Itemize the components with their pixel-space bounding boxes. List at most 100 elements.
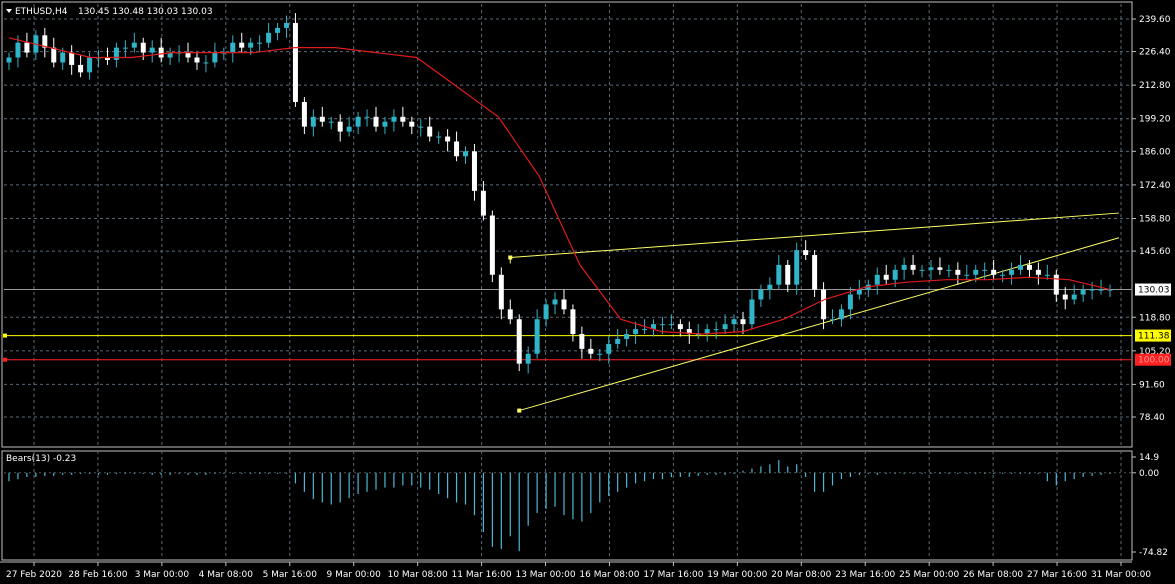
candle-body (695, 334, 701, 336)
time-axis[interactable]: 27 Feb 2020 28 Feb 16:00 3 Mar 00:00 4 Mar … (0, 561, 1151, 580)
candle-body (740, 319, 746, 325)
moving-average-line (8, 37, 1111, 335)
y-tick-label: 78.40 (1139, 413, 1165, 423)
candle-body (588, 348, 594, 354)
candle-body (668, 324, 674, 326)
candle-body (391, 116, 397, 122)
ohlc-readout: 130.45 130.48 130.03 130.03 (78, 7, 213, 17)
candle-body (1080, 289, 1086, 295)
indicator-frame (1, 450, 1133, 561)
candle-body (1071, 294, 1077, 300)
x-tick-label: 23 Mar 16:00 (835, 570, 895, 580)
candle-body (561, 299, 567, 310)
candle-body (1017, 264, 1023, 270)
x-tick-label: 5 Mar 16:00 (263, 570, 318, 580)
x-tick-label: 16 Mar 08:00 (579, 570, 639, 580)
candle-body (319, 116, 325, 122)
candle-body (355, 116, 361, 127)
candle-body (373, 116, 379, 127)
candle-body (570, 309, 576, 335)
candle-body (937, 267, 943, 270)
ind-tick-label: 14.9 (1139, 453, 1159, 463)
candle-body (283, 22, 289, 28)
candle-body (847, 294, 853, 310)
y-tick-label: 199.20 (1139, 115, 1171, 125)
y-tick-label: 105.20 (1139, 347, 1171, 357)
candle-body (158, 47, 164, 58)
level-tag: 100.00 (1138, 356, 1170, 366)
price-axis[interactable]: 239.60 226.40 212.80 199.20 186.00 172.40 158.… (1132, 15, 1171, 558)
candle-body (973, 269, 979, 275)
candle-body (1035, 269, 1041, 275)
bears-histogram (4, 460, 1132, 552)
candle-body (60, 52, 66, 63)
level-handle[interactable] (3, 357, 7, 362)
candle-body (445, 136, 451, 142)
y-tick-label: 158.80 (1139, 214, 1171, 224)
x-tick-label: 19 Mar 00:00 (707, 570, 767, 580)
candle-body (498, 274, 504, 310)
candle-body (838, 309, 844, 320)
y-tick-label: 118.80 (1139, 313, 1171, 323)
symbol-dropdown-icon[interactable] (6, 9, 12, 13)
candles (6, 13, 1113, 374)
candle-body (704, 329, 710, 335)
candle-body (883, 274, 889, 280)
symbol-label: ETHUSD,H4 (15, 7, 68, 17)
candle-body (982, 269, 988, 271)
candle-body (785, 264, 791, 285)
trendline-handle[interactable] (517, 408, 522, 413)
candle-body (78, 64, 84, 73)
candle-body (1044, 274, 1050, 276)
candle-body (812, 255, 818, 290)
x-tick-label: 31 Mar 00:00 (1091, 570, 1151, 580)
candle-body (749, 299, 755, 325)
candle-body (1026, 264, 1032, 270)
candle-body (6, 57, 12, 63)
candle-body (1009, 269, 1015, 275)
current-price-tag-bg (1135, 283, 1171, 296)
x-tick-label: 27 Feb 2020 (6, 570, 62, 580)
y-tick-label: 226.40 (1139, 48, 1171, 58)
x-tick-label: 4 Mar 08:00 (199, 570, 254, 580)
x-tick-label: 28 Feb 16:00 (68, 570, 127, 580)
candle-body (131, 42, 137, 48)
candle-body (113, 47, 119, 60)
candle-body (767, 284, 773, 290)
candle-body (51, 47, 57, 63)
candle-body (633, 329, 639, 335)
x-tick-label: 25 Mar 00:00 (899, 570, 959, 580)
candle-body (507, 309, 513, 320)
candle-body (292, 22, 298, 102)
candle-body (185, 52, 191, 58)
candle-body (418, 126, 424, 128)
y-tick-label: 186.00 (1139, 147, 1171, 157)
ind-tick-label: 0.00 (1139, 469, 1159, 479)
candle-body (525, 353, 531, 364)
x-tick-label: 10 Mar 08:00 (388, 570, 448, 580)
candle-body (480, 190, 486, 216)
candle-body (69, 52, 75, 65)
candle-body (552, 299, 558, 305)
level-tag-bg (1135, 329, 1171, 342)
level-tag: 111.38 (1138, 332, 1170, 342)
trendline-upper[interactable] (510, 212, 1119, 259)
candle-body (686, 329, 692, 335)
candle-body (149, 47, 155, 53)
candle-body (15, 42, 21, 58)
candle-body (328, 121, 334, 123)
candle-body (489, 215, 495, 275)
level-handle[interactable] (3, 333, 7, 338)
candle-body (776, 264, 782, 285)
x-tick-label: 17 Mar 16:00 (643, 570, 703, 580)
candle-body (140, 42, 146, 53)
candle-body (203, 62, 209, 64)
candle-body (964, 274, 970, 276)
candle-body (1062, 294, 1068, 300)
y-tick-label: 239.60 (1139, 15, 1171, 25)
candle-body (337, 121, 343, 132)
candle-body (167, 52, 173, 58)
candle-body (758, 289, 764, 300)
candle-body (516, 319, 522, 364)
candle-body (615, 338, 621, 344)
